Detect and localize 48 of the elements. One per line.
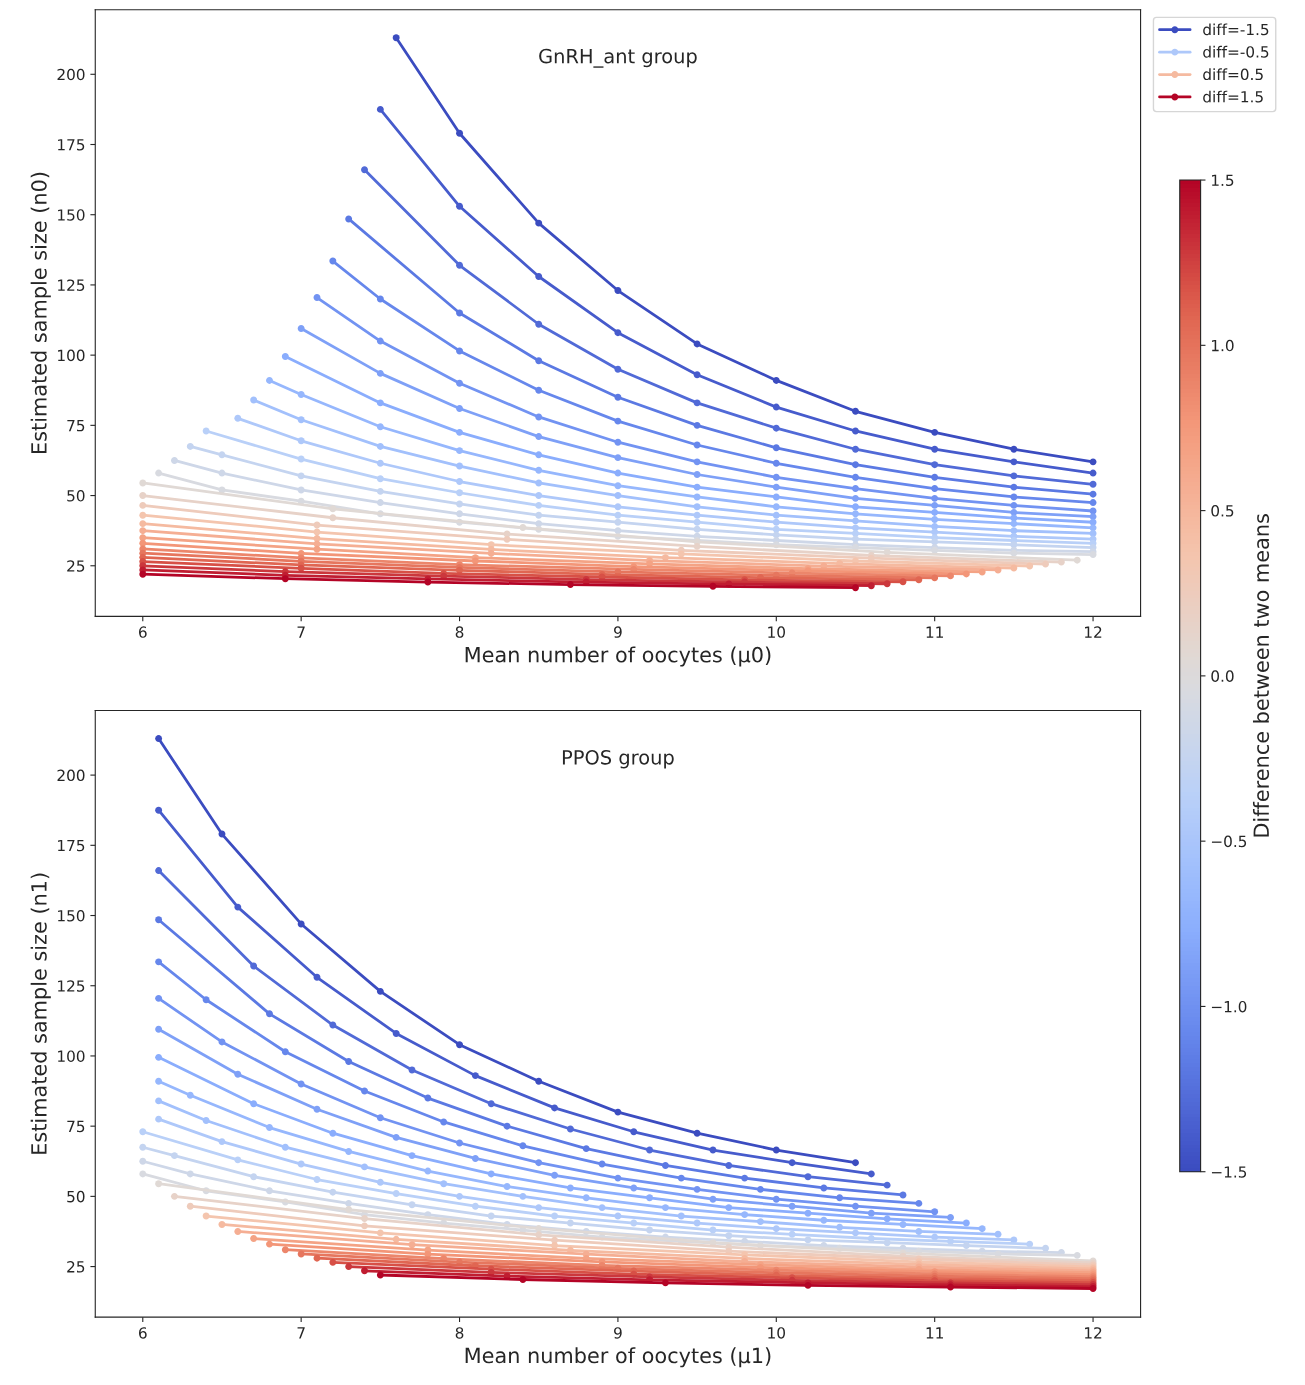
x-tick-label: 12 xyxy=(1085,1327,1102,1339)
x-tick-label: 11 xyxy=(926,626,943,638)
text: PPOS group xyxy=(562,749,674,769)
y-tick-label: 175 xyxy=(58,839,85,852)
y-tick-label: 75 xyxy=(67,1120,85,1133)
x-tick-label: 8 xyxy=(455,626,464,638)
y-tick-label: 100 xyxy=(58,1050,85,1062)
legend-label: diff=1.5 xyxy=(1203,90,1263,103)
x-tick-label: 8 xyxy=(455,1327,464,1339)
color-bar-label: −0.5 xyxy=(1211,835,1247,848)
x-tick-label: 6 xyxy=(138,626,147,638)
y-tick-label: 125 xyxy=(58,279,85,291)
x-tick-label: 11 xyxy=(926,1327,943,1339)
color-bar-label: −1.5 xyxy=(1211,1166,1247,1178)
y-tick-label: 150 xyxy=(58,209,85,221)
y-tick-label: 200 xyxy=(57,769,85,782)
x-tick-label: 12 xyxy=(1085,626,1102,638)
y-tick-label: 50 xyxy=(67,490,85,502)
legend-label: diff=0.5 xyxy=(1203,68,1263,81)
y-axis-title: Estimated sample size (n0) xyxy=(30,172,51,453)
x-tick-label: 9 xyxy=(614,1327,622,1339)
y-tick-label: 100 xyxy=(58,349,85,362)
text: GnRH_ant group xyxy=(539,48,697,68)
y-tick-label: 25 xyxy=(67,1261,85,1273)
x-tick-label: 10 xyxy=(768,1327,785,1339)
y-tick-label: 200 xyxy=(57,68,85,81)
x-tick-label: 7 xyxy=(297,1327,305,1339)
x-axis-title: Mean number of oocytes (μ0) xyxy=(465,646,771,667)
y-axis-title: Estimated sample size (n1) xyxy=(30,873,51,1154)
y-tick-label: 50 xyxy=(67,1190,85,1203)
x-axis-title: Mean number of oocytes (μ1) xyxy=(465,1347,771,1368)
x-tick-label: 9 xyxy=(614,626,622,638)
y-tick-label: 150 xyxy=(58,909,85,922)
color-bar-label: 0.5 xyxy=(1211,505,1234,517)
y-tick-label: 175 xyxy=(58,139,85,151)
x-tick-label: 6 xyxy=(138,1327,147,1339)
x-tick-label: 10 xyxy=(768,626,785,638)
legend-label: diff=-1.5 xyxy=(1203,23,1269,36)
color-bar-title: Difference between two means xyxy=(1252,514,1270,837)
color-bar-label: 0.0 xyxy=(1211,670,1234,682)
color-bar-label: 1.0 xyxy=(1212,339,1234,352)
legend-label: diff=-0.5 xyxy=(1203,45,1269,58)
y-tick-label: 25 xyxy=(67,560,85,572)
x-tick-label: 7 xyxy=(297,626,305,638)
y-tick-label: 75 xyxy=(67,420,85,432)
color-bar-label: 1.5 xyxy=(1212,174,1234,187)
color-bar-label: −1.0 xyxy=(1211,1000,1247,1013)
y-tick-label: 125 xyxy=(58,980,85,992)
